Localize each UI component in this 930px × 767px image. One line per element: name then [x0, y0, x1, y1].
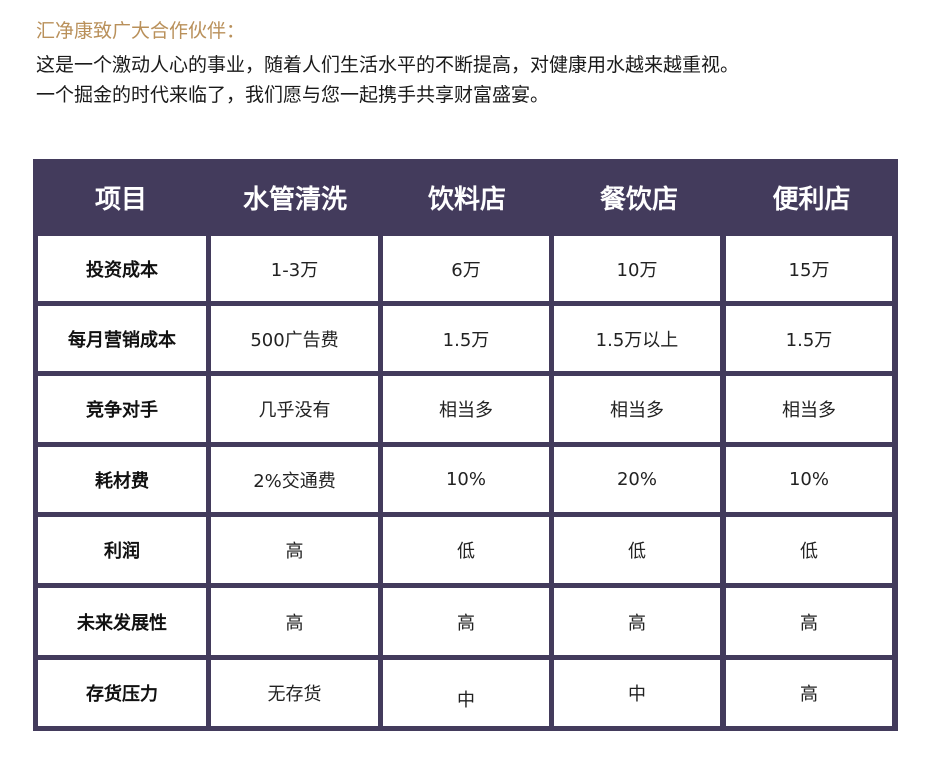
- table-cell: 无存货: [211, 660, 378, 726]
- header-cell-pipe-cleaning: 水管清洗: [242, 184, 347, 215]
- comparison-table: 项目 水管清洗 饮料店 餐饮店 便利店 投资成本 1-3万 6万 10万 15万…: [33, 159, 898, 731]
- table-cell: 中: [554, 660, 720, 726]
- table-cell: 高: [211, 517, 378, 583]
- table-cell: 高: [383, 588, 549, 655]
- table-cell: 高: [726, 588, 892, 655]
- intro-section: 汇净康致广大合作伙伴： 这是一个激动人心的事业，随着人们生活水平的不断提高，对健…: [36, 18, 916, 110]
- table-cell: 500广告费: [211, 306, 378, 371]
- intro-line-2: 一个掘金的时代来临了，我们愿与您一起携手共享财富盛宴。: [36, 84, 550, 106]
- table-cell: 1-3万: [211, 236, 378, 301]
- table-cell: 10%: [383, 447, 549, 512]
- table-row-label: 竞争对手: [38, 376, 206, 442]
- table-cell: 2%交通费: [211, 447, 378, 512]
- table-cell: 1.5万以上: [554, 306, 720, 371]
- table-row-label: 投资成本: [38, 236, 206, 301]
- table-cell: 20%: [554, 447, 720, 512]
- header-cell-restaurant: 餐饮店: [599, 184, 678, 215]
- intro-line-1: 这是一个激动人心的事业，随着人们生活水平的不断提高，对健康用水越来越重视。: [36, 54, 740, 76]
- table-row-label: 耗材费: [38, 447, 206, 512]
- table-cell: 高: [726, 660, 892, 726]
- table-row-label: 每月营销成本: [38, 306, 206, 371]
- table-cell: 相当多: [554, 376, 720, 442]
- table-cell: 10万: [554, 236, 720, 301]
- table-cell: 1.5万: [726, 306, 892, 371]
- table-cell: 10%: [726, 447, 892, 512]
- header-cell-convenience-store: 便利店: [772, 184, 851, 215]
- table-row-label: 未来发展性: [38, 588, 206, 655]
- table-cell: 几乎没有: [211, 376, 378, 442]
- header-cell-beverage-shop: 饮料店: [427, 184, 506, 215]
- table-row-label: 利润: [38, 517, 206, 583]
- table-cell: 中: [383, 660, 549, 726]
- table-cell: 15万: [726, 236, 892, 301]
- table-cell: 相当多: [383, 376, 549, 442]
- header-cell-item: 项目: [94, 184, 147, 215]
- table-cell: 低: [554, 517, 720, 583]
- table-cell: 低: [726, 517, 892, 583]
- table-cell: 低: [383, 517, 549, 583]
- table-cell: 相当多: [726, 376, 892, 442]
- intro-title: 汇净康致广大合作伙伴：: [36, 20, 246, 42]
- table-cell: 高: [554, 588, 720, 655]
- table-cell: 6万: [383, 236, 549, 301]
- table-cell: 高: [211, 588, 378, 655]
- table-row-label: 存货压力: [38, 660, 206, 726]
- table-cell: 1.5万: [383, 306, 549, 371]
